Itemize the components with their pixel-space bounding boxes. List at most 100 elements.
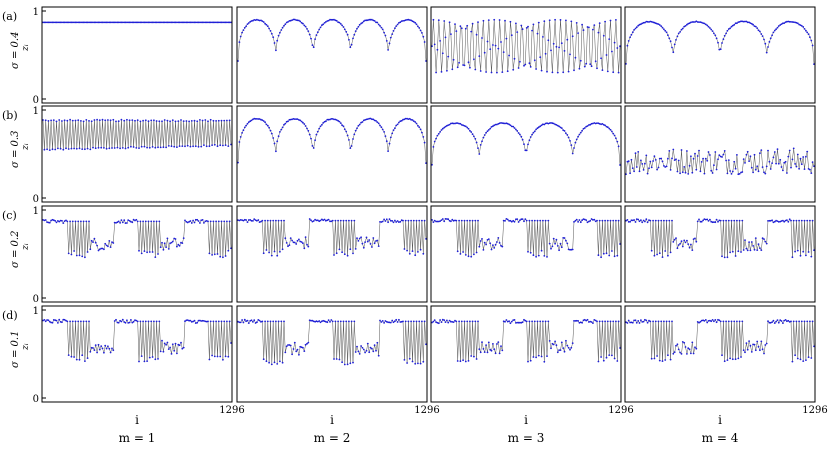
- data-point: [123, 321, 126, 323]
- data-point: [249, 219, 252, 221]
- data-point: [792, 147, 795, 150]
- data-point: [371, 118, 373, 121]
- data-point: [140, 355, 143, 357]
- data-point: [660, 320, 663, 323]
- data-point: [451, 218, 454, 221]
- data-point: [66, 21, 69, 24]
- data-point: [730, 173, 733, 175]
- data-point: [773, 29, 776, 32]
- data-point: [569, 348, 571, 351]
- data-point: [542, 123, 544, 126]
- data-point: [391, 319, 394, 322]
- data-point: [709, 154, 711, 156]
- data-point: [211, 21, 214, 24]
- data-point: [458, 61, 460, 64]
- panel-r1-c3: [624, 105, 816, 203]
- data-point: [692, 238, 695, 241]
- data-point: [730, 320, 733, 323]
- data-point: [565, 339, 567, 342]
- data-point: [683, 166, 686, 168]
- data-point: [782, 322, 784, 324]
- data-point: [715, 37, 718, 40]
- data-point: [310, 219, 312, 222]
- data-point: [731, 24, 734, 27]
- data-point: [144, 220, 147, 223]
- data-point: [132, 146, 135, 148]
- data-point: [675, 344, 677, 347]
- data-point: [207, 320, 209, 323]
- data-point: [300, 241, 303, 243]
- data-point: [207, 120, 209, 123]
- data-point: [777, 162, 780, 165]
- data-point: [65, 147, 67, 150]
- data-point: [387, 49, 389, 51]
- data-point: [508, 220, 510, 222]
- data-point: [55, 319, 58, 322]
- data-point: [555, 124, 558, 126]
- data-point: [650, 166, 653, 169]
- data-point: [752, 343, 754, 346]
- data-point: [479, 70, 482, 72]
- data-point: [681, 171, 684, 174]
- data-point: [504, 19, 506, 22]
- data-point: [404, 19, 407, 21]
- data-point: [523, 318, 525, 321]
- data-point: [157, 21, 159, 24]
- data-point: [470, 355, 473, 357]
- data-point: [228, 119, 231, 122]
- data-point: [94, 147, 97, 150]
- data-point: [733, 219, 736, 222]
- data-point: [615, 19, 617, 21]
- data-point: [398, 318, 400, 321]
- data-point: [252, 19, 254, 22]
- data-point: [205, 21, 208, 24]
- data-point: [61, 219, 63, 222]
- data-point: [772, 156, 775, 159]
- data-point: [387, 150, 389, 153]
- data-point: [759, 152, 761, 155]
- data-point: [90, 239, 93, 242]
- data-point: [521, 28, 524, 31]
- data-point: [380, 321, 383, 323]
- data-point: [742, 20, 745, 23]
- data-point: [443, 20, 446, 22]
- data-point: [788, 149, 791, 152]
- data-point: [63, 21, 66, 24]
- data-point: [65, 319, 67, 322]
- data-point: [387, 321, 389, 324]
- data-point: [157, 146, 159, 149]
- data-point: [211, 144, 214, 147]
- data-point: [75, 147, 78, 150]
- data-point: [212, 220, 215, 223]
- data-point: [787, 220, 790, 223]
- data-point: [369, 117, 372, 120]
- data-point: [253, 319, 256, 322]
- data-point: [602, 252, 605, 255]
- data-point: [419, 128, 422, 131]
- data-point: [94, 344, 97, 346]
- data-point: [348, 139, 350, 141]
- data-point: [521, 138, 524, 141]
- data-point: [658, 252, 661, 255]
- data-point: [272, 36, 275, 39]
- data-point: [166, 237, 169, 240]
- data-point: [744, 239, 746, 242]
- data-point: [510, 34, 513, 37]
- data-point: [637, 24, 640, 27]
- data-point: [609, 219, 612, 222]
- data-point: [364, 19, 366, 22]
- data-point: [763, 38, 765, 41]
- data-point: [741, 20, 744, 23]
- data-point: [219, 144, 222, 147]
- data-point: [675, 158, 677, 161]
- data-point: [748, 241, 750, 244]
- data-point: [524, 63, 527, 66]
- data-point: [139, 21, 142, 24]
- data-point: [627, 319, 630, 322]
- data-point: [379, 25, 381, 27]
- data-point: [771, 34, 773, 37]
- data-point: [487, 238, 490, 241]
- data-point: [489, 242, 492, 245]
- data-point: [371, 347, 373, 350]
- data-point: [138, 249, 140, 252]
